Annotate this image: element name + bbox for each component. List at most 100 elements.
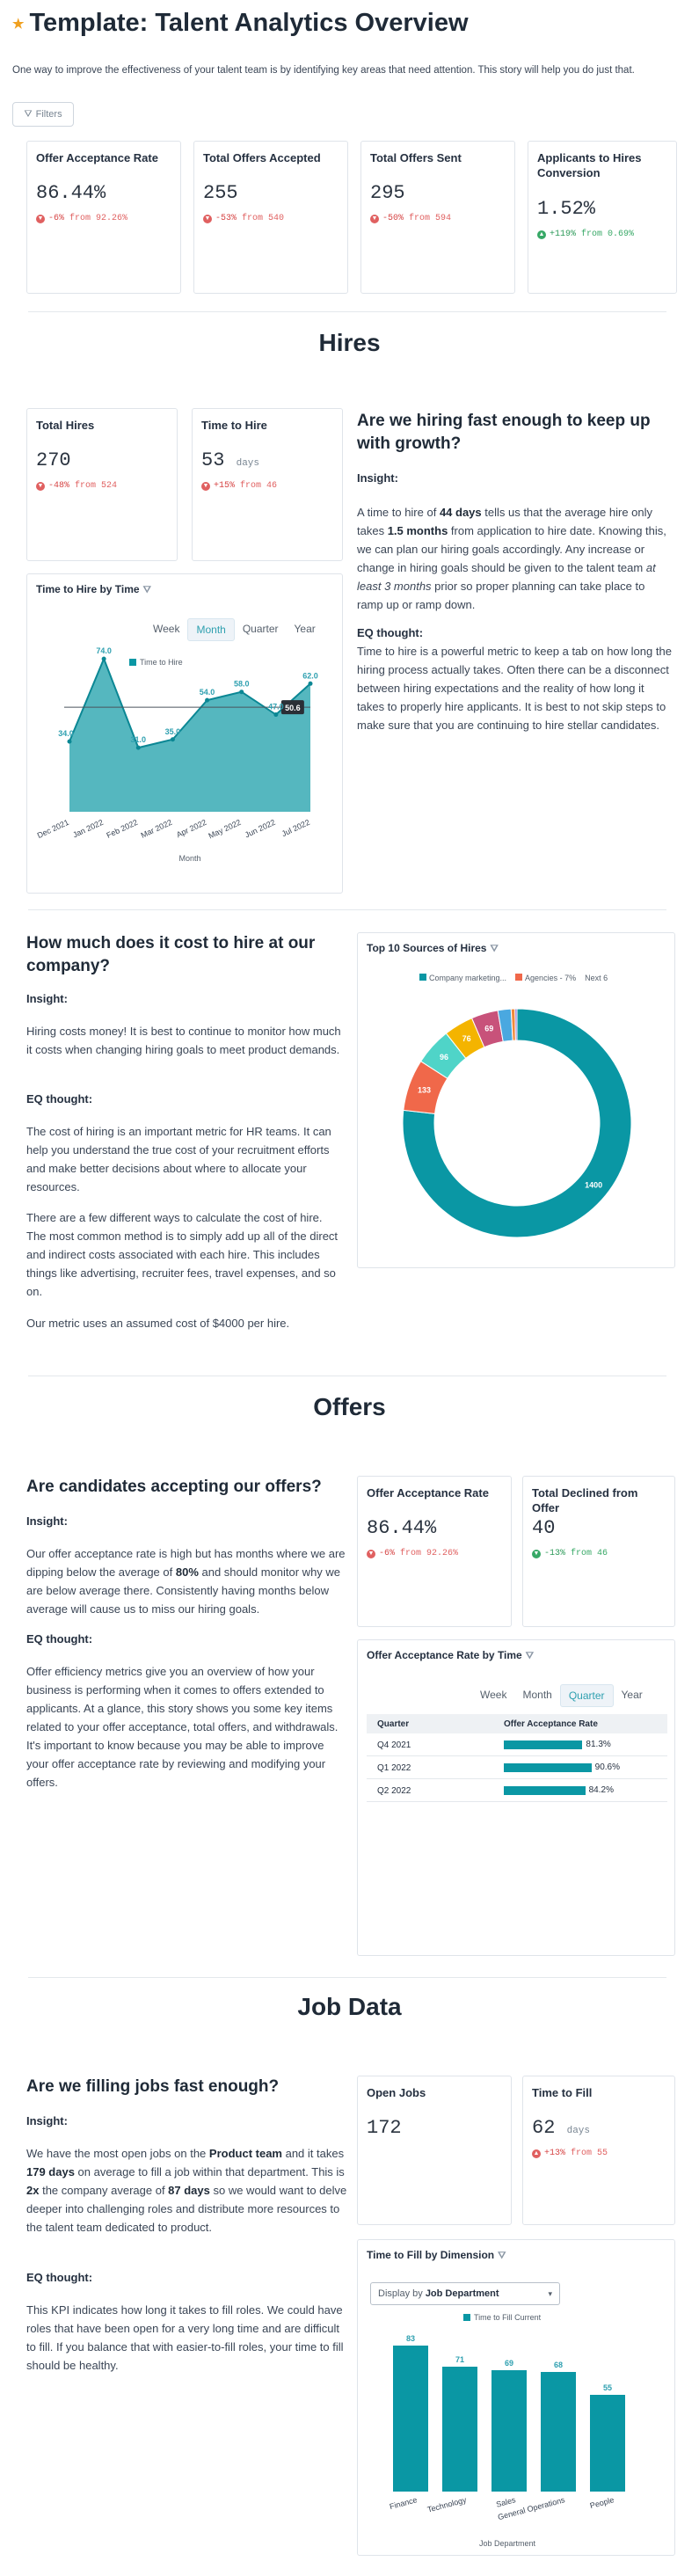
- kpi-card-conversion[interactable]: Applicants to Hires Conversion 1.52% ▲ +1…: [528, 141, 677, 294]
- filter-icon[interactable]: ⛛: [142, 585, 151, 595]
- data-point: [67, 739, 72, 744]
- data-point: [205, 697, 210, 703]
- bar-value-label: 83: [406, 2334, 415, 2343]
- section-title-hires: Hires: [318, 329, 381, 356]
- kpi-card-offers-accepted[interactable]: Total Offers Accepted 255 ▼ -53% from 540: [193, 141, 348, 294]
- data-point: [101, 656, 106, 661]
- eq-thought-label: EQ thought:: [26, 1632, 93, 1646]
- section-title-job-data: Job Data: [297, 1993, 402, 2020]
- table-row[interactable]: Q4 2021 81.3%: [367, 1733, 667, 1756]
- legend-next[interactable]: Next 6: [585, 974, 608, 982]
- time-to-hire-area-chart: Time to Hire 50.6 34.0 Dec 2021 74.0 Jan 2022…: [36, 646, 318, 863]
- eq-thought-label: EQ thought:: [26, 1092, 93, 1106]
- kpi-card-total-hires[interactable]: Total Hires 270 ▼ -48% from 524: [26, 408, 178, 561]
- x-axis-label: Month: [178, 854, 200, 863]
- x-tick-label: Feb 2022: [105, 818, 139, 840]
- filter-icon: ⛛: [24, 108, 33, 120]
- bar: [442, 2367, 477, 2492]
- slice-label: 96: [440, 1053, 448, 1062]
- donut-slice: [402, 1008, 632, 1238]
- kpi-card-offer-acceptance[interactable]: Offer Acceptance Rate 86.44% ▼ -6% from 92…: [26, 141, 181, 294]
- chart-title: Time to Fill by Dimension ⛛: [367, 2249, 506, 2261]
- insight-label: Insight:: [357, 471, 398, 485]
- tab-quarter[interactable]: Quarter: [559, 1684, 614, 1707]
- kpi-card-time-to-fill[interactable]: Time to Fill 62 days ▲ +13% from 55: [522, 2076, 675, 2225]
- legend-item[interactable]: Agencies - 7%: [515, 974, 576, 982]
- tab-year[interactable]: Year: [621, 1689, 643, 1701]
- offer-acceptance-table-card[interactable]: Offer Acceptance Rate by Time ⛛ Week Mont…: [357, 1639, 675, 1956]
- data-label: 47.0: [268, 703, 284, 712]
- table-row[interactable]: Q1 2022 90.6%: [367, 1756, 667, 1779]
- time-to-hire-chart-card[interactable]: Time to Hire by Time ⛛ Week Month Quarter…: [26, 573, 343, 894]
- filter-icon[interactable]: ⛛: [490, 944, 499, 954]
- time-tabs: Week Month Quarter Year: [145, 618, 324, 641]
- kpi-delta: ▼ -50% from 594: [370, 214, 452, 223]
- data-label: 58.0: [234, 680, 250, 689]
- hires-insight: A time to hire of 44 days tells us that …: [357, 506, 666, 611]
- down-arrow-icon: ▼: [203, 214, 212, 223]
- filter-icon[interactable]: ⛛: [525, 1651, 534, 1661]
- cost-eq-1: The cost of hiring is an important metri…: [26, 1125, 331, 1193]
- divider: [28, 1977, 666, 1978]
- cost-eq-2: There are a few different ways to calcul…: [26, 1211, 339, 1298]
- quarter-cell: Q2 2022: [377, 1786, 411, 1796]
- chart-title: Top 10 Sources of Hires ⛛: [367, 942, 499, 954]
- data-point: [273, 712, 279, 718]
- cost-eq-3: Our metric uses an assumed cost of $4000…: [26, 1317, 290, 1330]
- down-arrow-icon: ▼: [36, 481, 45, 491]
- kpi-card-total-declined[interactable]: Total Declined from Offer 40 ▼ -13% from 4…: [522, 1476, 675, 1627]
- tab-year[interactable]: Year: [294, 623, 316, 635]
- kpi-card-offer-acceptance-rate[interactable]: Offer Acceptance Rate 86.44% ▼ -6% from 92…: [357, 1476, 512, 1627]
- chevron-down-icon: ▾: [548, 2288, 552, 2298]
- filter-icon[interactable]: ⛛: [498, 2251, 506, 2261]
- display-by-select[interactable]: Display by Job Department ▾: [370, 2282, 560, 2305]
- slice-label: 1400: [585, 1180, 602, 1189]
- area-fill: [69, 659, 310, 812]
- time-tabs: Week Month Quarter Year: [472, 1684, 651, 1707]
- insight-label: Insight:: [26, 2114, 68, 2127]
- time-to-fill-chart-card[interactable]: Time to Fill by Dimension ⛛ Display by Jo…: [357, 2239, 675, 2556]
- section-title-offers: Offers: [313, 1393, 386, 1420]
- average-badge: [280, 700, 304, 715]
- tab-week[interactable]: Week: [480, 1689, 507, 1701]
- data-label: 74.0: [96, 646, 112, 655]
- tab-month[interactable]: Month: [187, 618, 235, 641]
- filters-button[interactable]: ⛛ Filters: [12, 102, 74, 127]
- legend-item[interactable]: Company marketing...: [419, 974, 506, 982]
- kpi-card-offers-sent[interactable]: Total Offers Sent 295 ▼ -50% from 594: [360, 141, 515, 294]
- kpi-card-time-to-hire[interactable]: Time to Hire 53 days ▼ +15% from 46: [192, 408, 343, 561]
- table-row[interactable]: Q2 2022 84.2%: [367, 1779, 667, 1802]
- quarter-cell: Q4 2021: [377, 1740, 411, 1750]
- divider: [28, 909, 666, 910]
- x-tick-label: Apr 2022: [175, 818, 208, 840]
- down-arrow-icon: ▼: [36, 214, 45, 223]
- down-arrow-icon: ▼: [370, 214, 379, 223]
- kpi-delta: ▼ -6% from 92.26%: [36, 214, 128, 223]
- page-title: ★ Template: Talent Analytics Overview: [12, 9, 469, 37]
- legend-swatch: [129, 659, 136, 666]
- eq-thought-label: EQ thought:: [357, 626, 424, 639]
- bar: [491, 2370, 527, 2492]
- offers-insight: Our offer acceptance rate is high but ha…: [26, 1547, 346, 1616]
- average-badge-label: 50.6: [285, 704, 301, 712]
- jobs-insight: We have the most open jobs on the Produc…: [26, 2147, 347, 2234]
- data-label: 35.0: [165, 727, 181, 736]
- bar-value-label: 68: [554, 2361, 563, 2369]
- star-icon[interactable]: ★: [12, 16, 25, 32]
- rate-value: 81.3%: [586, 1740, 611, 1749]
- top-sources-chart-card[interactable]: Top 10 Sources of Hires ⛛ Company marketi…: [357, 932, 675, 1268]
- page-subtitle: One way to improve the effectiveness of …: [12, 65, 635, 76]
- tab-week[interactable]: Week: [153, 623, 180, 635]
- donut-slice: [514, 1008, 518, 1041]
- pie-legend: Company marketing... Agencies - 7% Next …: [419, 974, 608, 982]
- slice-label: 69: [484, 1025, 493, 1033]
- offers-eq-thought: Offer efficiency metrics give you an ove…: [26, 1665, 339, 1789]
- data-label: 31.0: [131, 735, 147, 744]
- kpi-card-open-jobs[interactable]: Open Jobs 172: [357, 2076, 512, 2225]
- data-label: 34.0: [58, 729, 74, 738]
- legend-label: Time to Hire: [140, 658, 183, 667]
- tab-month[interactable]: Month: [522, 1689, 552, 1701]
- x-tick-label: Jun 2022: [244, 818, 277, 840]
- x-tick-label: Finance: [389, 2495, 419, 2511]
- tab-quarter[interactable]: Quarter: [242, 623, 279, 635]
